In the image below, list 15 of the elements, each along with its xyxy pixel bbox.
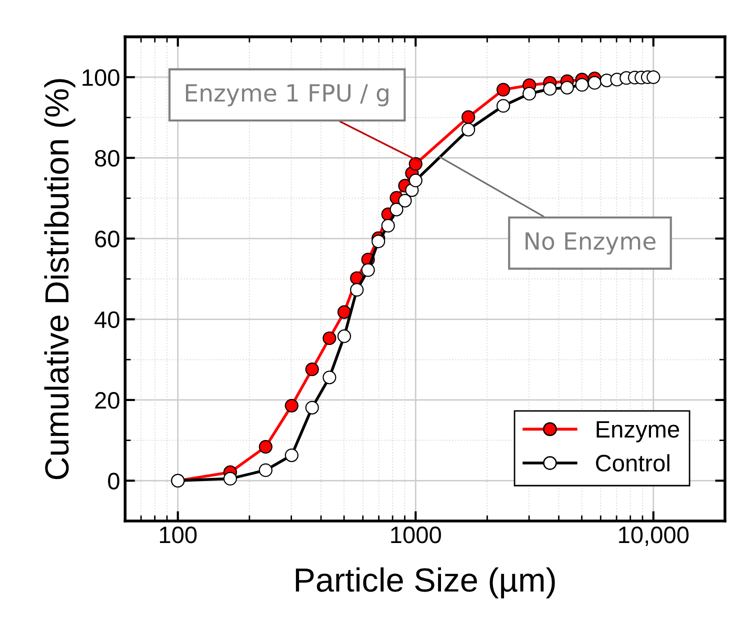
y-tick-label: 40 <box>94 311 120 328</box>
legend-label: Control <box>596 454 670 472</box>
x-axis-title: Particle Size (µm) <box>296 567 555 598</box>
y-tick-label: 0 <box>108 472 120 490</box>
x-tick-label: 100 <box>160 526 197 544</box>
annotation: Enzyme 1 FPU / g <box>186 84 388 106</box>
legend-label: Enzyme <box>596 421 680 442</box>
y-tick-label: 100 <box>82 69 120 86</box>
y-axis-title: Cumulative Distribution (%) <box>44 79 76 480</box>
y-tick-label: 20 <box>95 392 120 409</box>
y-tick-label: 80 <box>95 150 120 167</box>
y-tick-label: 60 <box>95 230 120 248</box>
annotation: No Enzyme <box>526 232 656 255</box>
x-tick-label: 10,000 <box>619 526 689 546</box>
x-tick-label: 1000 <box>391 526 441 544</box>
